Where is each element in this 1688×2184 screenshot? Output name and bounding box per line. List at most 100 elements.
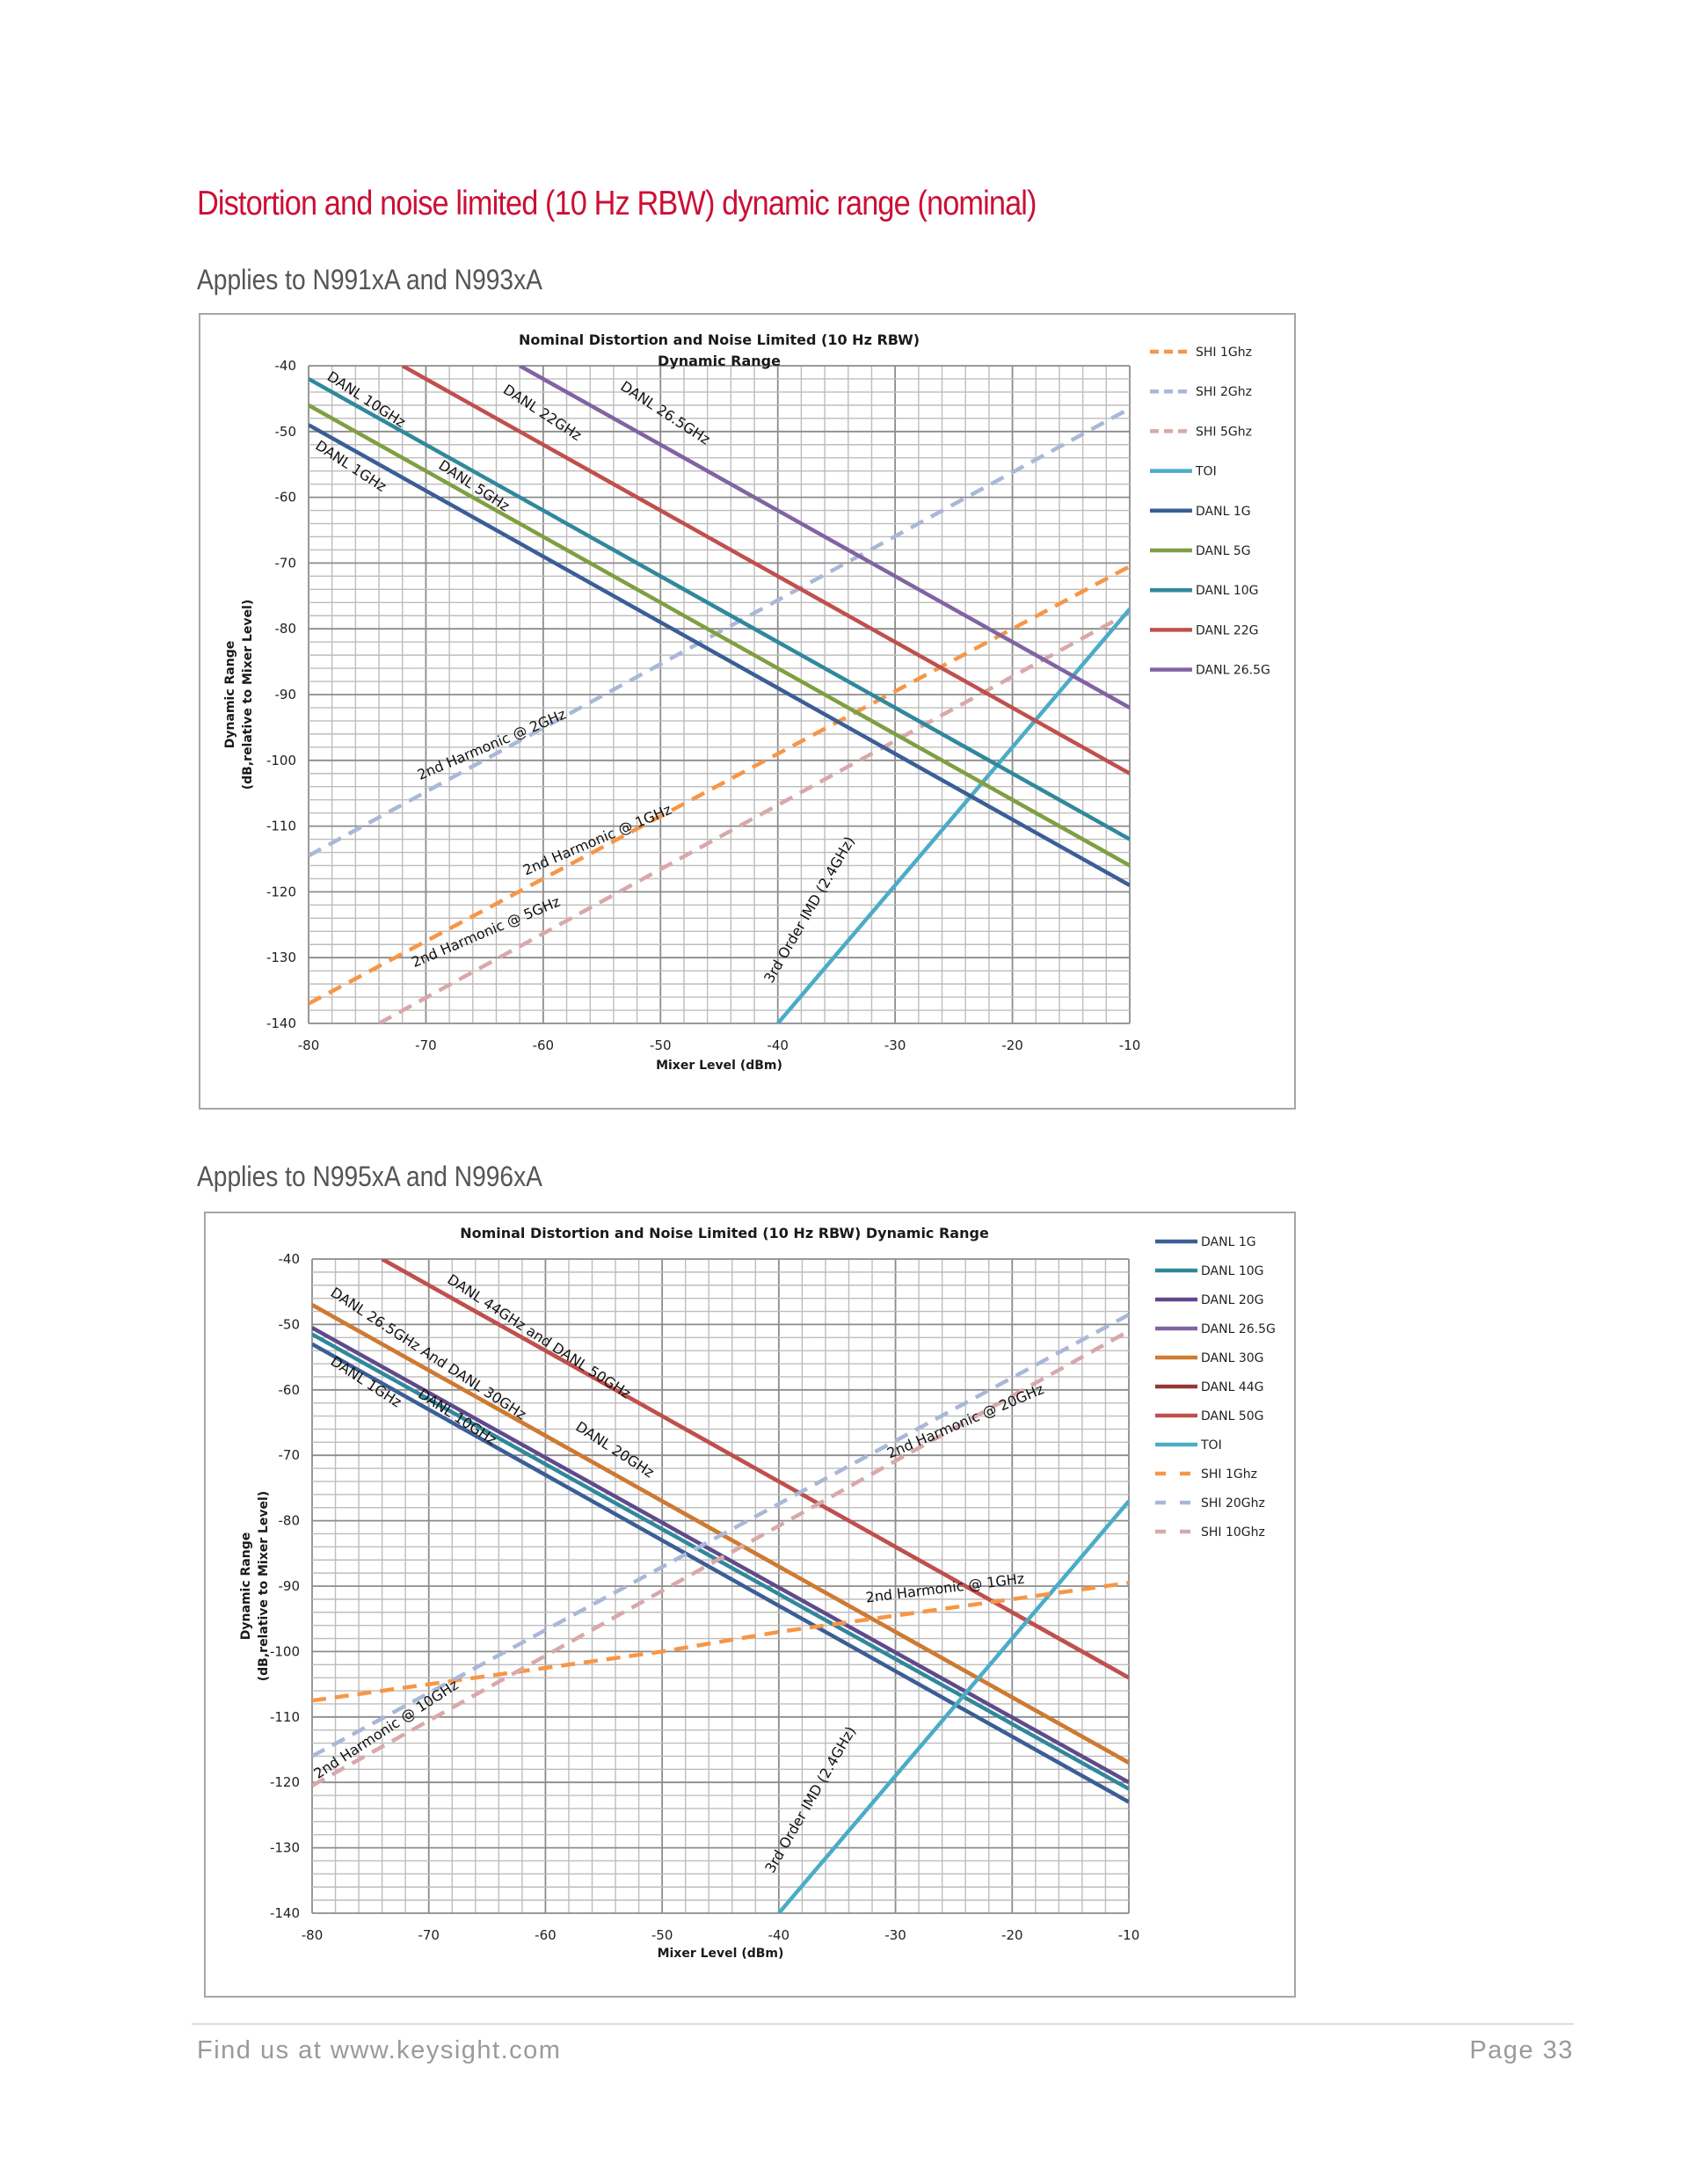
series-group bbox=[312, 1259, 1129, 1913]
series-toi bbox=[775, 608, 1130, 1023]
legend-label: TOI bbox=[1200, 1438, 1222, 1452]
x-axis-label: Mixer Level (dBm) bbox=[658, 1947, 784, 1961]
y-tick-label: -80 bbox=[279, 1513, 301, 1529]
y-tick-label: -80 bbox=[275, 621, 297, 637]
dynamic-range-chart-1: -80 -70 -60 -50 -40 -30 -20 -10-40-50-60-70-80-… bbox=[223, 331, 1270, 1073]
grid bbox=[308, 365, 1131, 1024]
line-annotation: 3rd Order IMD (2.4GHz) bbox=[760, 834, 858, 986]
line-annotation: 2nd Harmonic @ 2GHz bbox=[415, 705, 569, 783]
y-tick-label: -50 bbox=[275, 424, 297, 440]
y-tick-label: -40 bbox=[275, 358, 297, 374]
legend-label: DANL 44G bbox=[1201, 1380, 1264, 1394]
dynamic-range-chart-2: -80 -70 -60 -50 -40 -30 -20 -10-40-50-60-70-80-… bbox=[239, 1225, 1276, 1961]
legend-label: DANL 26.5G bbox=[1196, 664, 1270, 678]
legend: DANL 1G DANL 10G DANL 20G DANL 26.5G DANL 30… bbox=[1155, 1235, 1276, 1540]
chart-title: Nominal Distortion and Noise Limited (10… bbox=[519, 331, 920, 348]
legend-label: DANL 50G bbox=[1201, 1409, 1264, 1423]
chart-frame-2: -80 -70 -60 -50 -40 -30 -20 -10 -40 -50 -60 -70 -80-… bbox=[204, 1212, 1296, 1998]
legend-label: TOI bbox=[1195, 465, 1217, 479]
legend-label: DANL 10G bbox=[1196, 584, 1259, 598]
series-danl-26-5g bbox=[519, 366, 1130, 710]
x-tick-label: -30 bbox=[884, 1037, 906, 1053]
y-tick-label: -130 bbox=[266, 950, 296, 965]
footer-divider bbox=[192, 2023, 1574, 2025]
y-tick-label: -40 bbox=[279, 1251, 301, 1267]
series-danl-20g bbox=[312, 1326, 1129, 1785]
legend-label: DANL 10G bbox=[1201, 1264, 1264, 1278]
page-title: Distortion and noise limited (10 Hz RBW)… bbox=[197, 185, 1037, 222]
x-tick-label: -30 bbox=[884, 1927, 906, 1943]
series-shi-10ghz bbox=[312, 1329, 1129, 1787]
series-shi-5ghz bbox=[377, 610, 1130, 1023]
series-shi-1ghz bbox=[309, 564, 1130, 1006]
legend: SHI 1Ghz SHI 2Ghz SHI 5Ghz TOI DANL 1G DANL 5… bbox=[1150, 346, 1270, 678]
series-danl-1g bbox=[312, 1342, 1129, 1804]
legend-label: DANL 26.5G bbox=[1201, 1322, 1276, 1336]
y-tick-label: -60 bbox=[275, 490, 297, 506]
y-tick-label: -120 bbox=[270, 1774, 300, 1790]
y-axis-label: Dynamic Range bbox=[239, 1532, 253, 1640]
x-tick-label: -50 bbox=[650, 1037, 672, 1053]
y-axis-label: Dynamic Range bbox=[223, 641, 237, 748]
y-tick-label: -110 bbox=[270, 1709, 300, 1725]
y-tick-label: -90 bbox=[279, 1578, 301, 1594]
legend-label: DANL 5G bbox=[1196, 544, 1251, 558]
y-tick-label: -50 bbox=[279, 1316, 301, 1332]
y-tick-label: -130 bbox=[270, 1840, 300, 1856]
line-annotation: 3rd Order IMD (2.4GHz) bbox=[761, 1723, 859, 1875]
y-tick-label: -140 bbox=[270, 1905, 300, 1921]
series-danl-5g bbox=[309, 403, 1130, 868]
legend-label: SHI 1Ghz bbox=[1196, 346, 1252, 360]
y-axis-label: (dB,relative to Mixer Level) bbox=[241, 600, 255, 790]
series-toi bbox=[777, 1499, 1129, 1913]
legend-label: DANL 1G bbox=[1201, 1235, 1256, 1249]
legend-label: SHI 10Ghz bbox=[1201, 1525, 1265, 1540]
series-danl-10g bbox=[309, 376, 1130, 841]
chart-title: Dynamic Range bbox=[658, 353, 781, 369]
x-tick-label: -50 bbox=[651, 1927, 673, 1943]
series-group bbox=[309, 366, 1130, 1023]
series-shi-1ghz bbox=[312, 1581, 1129, 1703]
y-tick-label: -90 bbox=[275, 687, 297, 703]
x-tick-label: -70 bbox=[418, 1927, 440, 1943]
series-danl-50g bbox=[381, 1259, 1129, 1680]
y-tick-label: -110 bbox=[266, 819, 296, 834]
legend-label: SHI 20Ghz bbox=[1201, 1496, 1265, 1511]
footer-website: Find us at www.keysight.com bbox=[197, 2036, 562, 2064]
x-axis-label: Mixer Level (dBm) bbox=[656, 1059, 782, 1073]
series-danl-1g bbox=[309, 423, 1130, 887]
x-tick-label: -10 bbox=[1118, 1927, 1140, 1943]
y-tick-label: -120 bbox=[266, 884, 296, 899]
y-tick-label: -70 bbox=[279, 1447, 301, 1463]
y-tick-label: -70 bbox=[275, 555, 297, 571]
y-tick-label: -60 bbox=[279, 1382, 301, 1398]
x-tick-label: -40 bbox=[767, 1037, 789, 1053]
page-number: Page 33 bbox=[1469, 2036, 1574, 2064]
legend-label: SHI 1Ghz bbox=[1201, 1467, 1257, 1481]
legend-label: DANL 22G bbox=[1196, 623, 1259, 637]
series-danl-22g bbox=[401, 366, 1130, 775]
x-tick-label: -10 bbox=[1119, 1037, 1141, 1053]
chart-title: Nominal Distortion and Noise Limited (10… bbox=[460, 1225, 989, 1241]
y-tick-label: -100 bbox=[266, 753, 296, 768]
x-tick-label: -70 bbox=[415, 1037, 437, 1053]
legend-label: SHI 5Ghz bbox=[1196, 425, 1252, 439]
y-tick-label: -140 bbox=[266, 1016, 296, 1031]
legend-label: DANL 30G bbox=[1201, 1351, 1264, 1365]
x-tick-label: -20 bbox=[1001, 1037, 1023, 1053]
subtitle-chart-1: Applies to N991xA and N993xA bbox=[197, 264, 542, 295]
series-shi-20ghz bbox=[312, 1313, 1129, 1758]
chart-frame-1: -80 -70 -60 -50 -40 -30 -20 -10 -40 -50 -60 -70 -80-… bbox=[199, 313, 1296, 1110]
legend-label: DANL 20G bbox=[1201, 1293, 1264, 1307]
x-tick-label: -60 bbox=[533, 1037, 555, 1053]
legend-label: SHI 2Ghz bbox=[1196, 385, 1252, 399]
series-danl-10g bbox=[312, 1332, 1129, 1791]
line-annotation: DANL 26.5GHz bbox=[617, 378, 713, 448]
x-tick-label: -40 bbox=[768, 1927, 790, 1943]
line-annotation: DANL 1GHz bbox=[328, 1352, 404, 1410]
x-tick-label: -80 bbox=[302, 1927, 324, 1943]
subtitle-chart-2: Applies to N995xA and N996xA bbox=[197, 1161, 542, 1192]
y-axis-label: (dB,relative to Mixer Level) bbox=[257, 1491, 271, 1682]
x-tick-label: -20 bbox=[1001, 1927, 1023, 1943]
y-tick-label: -100 bbox=[270, 1643, 300, 1659]
